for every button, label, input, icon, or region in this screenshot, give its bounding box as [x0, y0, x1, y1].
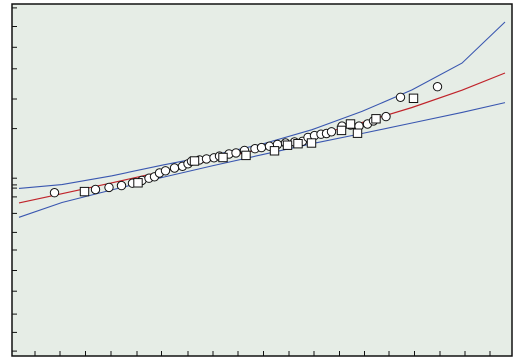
square-data-point	[282, 140, 293, 150]
square-data-point	[345, 119, 356, 129]
plot-frame	[11, 3, 513, 357]
circle-data-point	[90, 184, 101, 195]
circle-data-point	[116, 180, 127, 191]
circle-data-point	[381, 111, 391, 122]
circle-data-point	[256, 142, 267, 153]
circle-data-point	[160, 166, 171, 176]
circle-data-point	[169, 163, 180, 173]
square-data-point	[306, 138, 317, 148]
circle-data-point	[395, 92, 406, 103]
square-data-point	[293, 139, 303, 149]
square-data-point	[133, 178, 143, 188]
square-data-point	[408, 93, 419, 103]
circle-data-point	[49, 188, 60, 198]
circle-data-point	[326, 127, 337, 137]
circle-data-point	[231, 148, 241, 158]
square-data-point	[218, 152, 228, 163]
circle-data-point	[104, 182, 114, 193]
axis-ticks	[12, 7, 491, 356]
plot-panel	[12, 4, 512, 356]
square-data-point	[371, 114, 381, 124]
square-data-point	[336, 125, 347, 136]
square-data-point	[241, 150, 251, 161]
square-data-point	[352, 128, 363, 138]
square-data-point	[79, 186, 90, 197]
square-data-point	[269, 146, 280, 156]
data-points	[49, 82, 443, 198]
square-data-point	[189, 156, 200, 166]
circle-data-point	[432, 82, 443, 92]
